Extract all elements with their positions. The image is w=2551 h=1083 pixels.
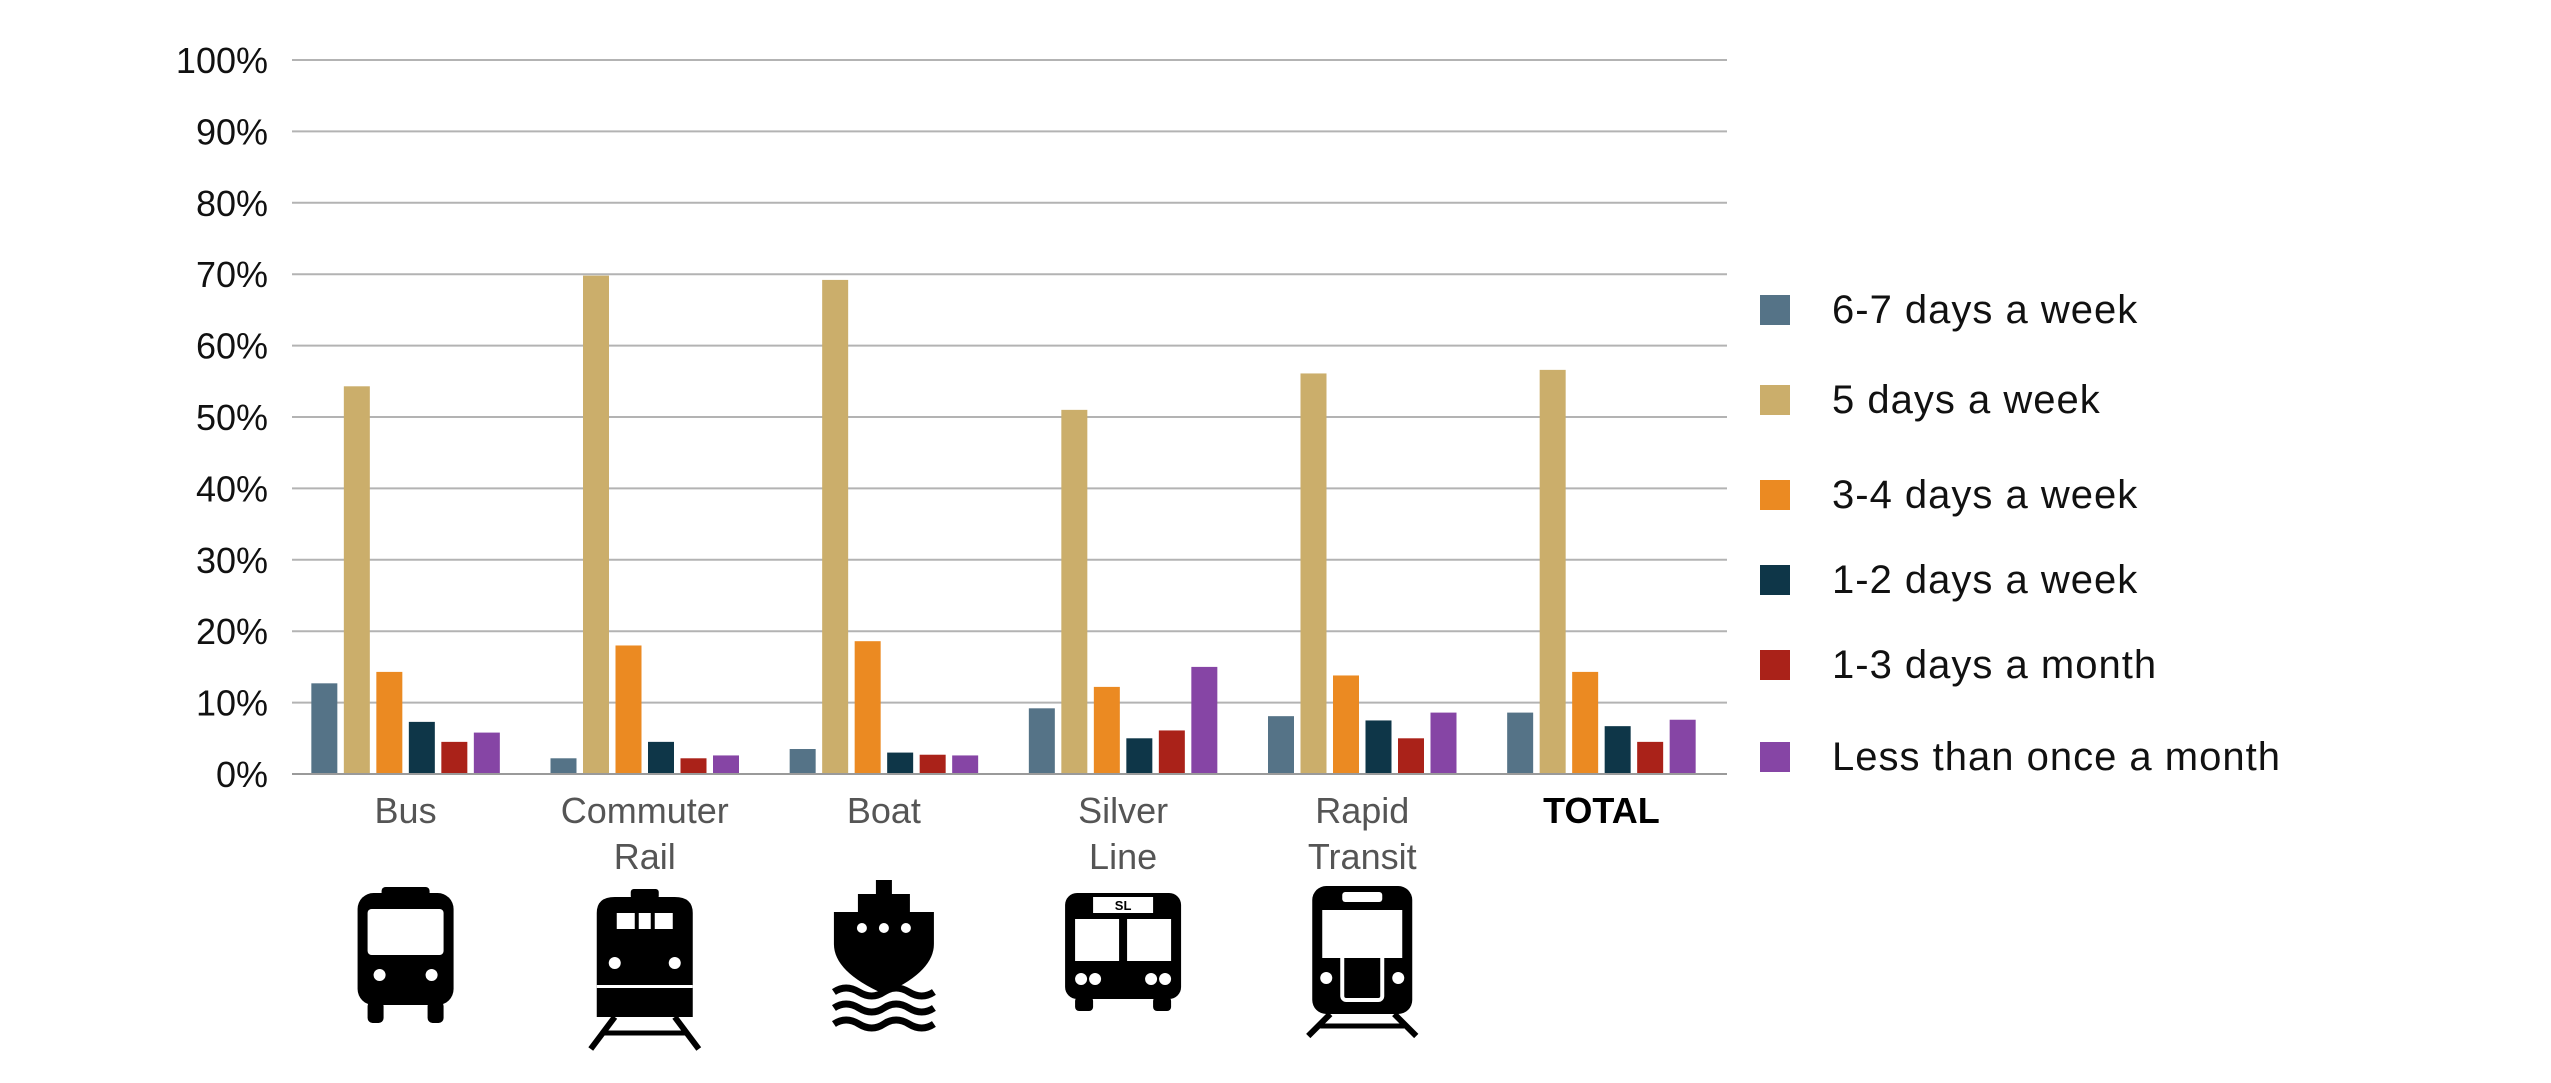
bar — [441, 741, 468, 774]
y-tick-label: 100% — [176, 40, 268, 81]
legend-label: Less than once a month — [1832, 734, 2281, 779]
silver-line-bus-icon: SL — [1065, 893, 1182, 1011]
bar — [1539, 369, 1566, 774]
legend-swatch — [1760, 650, 1790, 680]
bar — [1268, 716, 1294, 774]
bar — [919, 754, 946, 774]
bar — [1061, 409, 1088, 774]
y-tick-label: 60% — [196, 326, 268, 367]
svg-text:SL: SL — [1115, 898, 1132, 913]
legend-swatch — [1760, 385, 1790, 415]
ferry-boat-icon — [831, 880, 936, 1032]
bar — [1507, 712, 1534, 774]
legend-swatch — [1760, 565, 1790, 595]
y-tick-label: 50% — [196, 397, 268, 438]
gridlines — [292, 59, 1727, 704]
bar — [680, 758, 707, 774]
y-tick-label: 40% — [196, 468, 268, 509]
legend-label: 1-2 days a week — [1832, 557, 2139, 602]
bar — [473, 732, 500, 774]
bar — [408, 721, 435, 774]
bar — [822, 279, 849, 774]
x-tick-label: Rail — [614, 836, 676, 877]
legend-label: 3-4 days a week — [1832, 472, 2139, 517]
bar — [648, 741, 674, 774]
y-axis-tick-labels: 0% 10% 20% 30% 40% 50% 60% 70% 80% 90% 100% — [176, 40, 268, 795]
bar — [615, 645, 642, 774]
bar — [376, 671, 403, 774]
y-tick-label: 90% — [196, 111, 268, 152]
bar — [713, 755, 739, 774]
legend-swatch — [1760, 295, 1790, 325]
x-tick-label: Bus — [375, 790, 437, 831]
bar — [952, 755, 979, 774]
x-tick-label: TOTAL — [1543, 790, 1660, 831]
bar — [1637, 741, 1664, 774]
legend-label: 1-3 days a month — [1832, 642, 2158, 687]
mode-icons: SL — [357, 880, 1419, 1051]
bar — [887, 752, 914, 774]
x-tick-label: Rapid — [1315, 790, 1409, 831]
legend-item-1-2-days: 1-2 days a week — [1760, 555, 2138, 605]
bar — [1191, 666, 1218, 774]
bars — [311, 275, 1696, 774]
bar — [1430, 712, 1457, 774]
bar — [1333, 675, 1359, 774]
bar — [1093, 686, 1120, 774]
x-axis-category-labels: Bus Commuter Rail Boat Silver Line Rapid Transi… — [375, 790, 1660, 877]
x-tick-label: Transit — [1308, 836, 1417, 877]
y-tick-label: 80% — [196, 183, 268, 224]
legend-item-3-4-days: 3-4 days a week — [1760, 470, 2138, 520]
bar — [854, 641, 881, 774]
legend-item-less-than-monthly: Less than once a month — [1760, 732, 2281, 782]
legend-label: 5 days a week — [1832, 377, 2101, 422]
bar — [789, 749, 816, 774]
bar — [1398, 738, 1424, 774]
legend-item-5-days: 5 days a week — [1760, 375, 2101, 425]
rapid-transit-train-icon — [1306, 886, 1419, 1039]
x-tick-label: Commuter — [561, 790, 729, 831]
bar — [583, 275, 609, 774]
bar — [1669, 719, 1696, 774]
x-tick-label: Line — [1089, 836, 1157, 877]
x-tick-label: Boat — [847, 790, 921, 831]
bar — [1300, 373, 1327, 774]
bar — [1028, 708, 1055, 774]
y-tick-label: 30% — [196, 540, 268, 581]
bar — [1126, 738, 1153, 774]
y-tick-label: 20% — [196, 611, 268, 652]
bar — [311, 683, 338, 774]
bar — [1572, 671, 1599, 774]
legend-item-1-3-days-month: 1-3 days a month — [1760, 640, 2157, 690]
y-tick-label: 10% — [196, 683, 268, 724]
bar — [1365, 720, 1392, 774]
bar — [1158, 730, 1185, 774]
legend-item-6-7-days: 6-7 days a week — [1760, 285, 2138, 335]
legend-label: 6-7 days a week — [1832, 287, 2139, 332]
legend-swatch — [1760, 742, 1790, 772]
y-tick-label: 70% — [196, 254, 268, 295]
bus-icon — [357, 887, 454, 1023]
commuter-rail-icon — [588, 889, 702, 1051]
bar — [343, 386, 370, 774]
legend-swatch — [1760, 480, 1790, 510]
bar — [1604, 726, 1631, 774]
x-tick-label: Silver — [1078, 790, 1168, 831]
y-tick-label: 0% — [216, 754, 268, 795]
bar — [550, 758, 577, 774]
